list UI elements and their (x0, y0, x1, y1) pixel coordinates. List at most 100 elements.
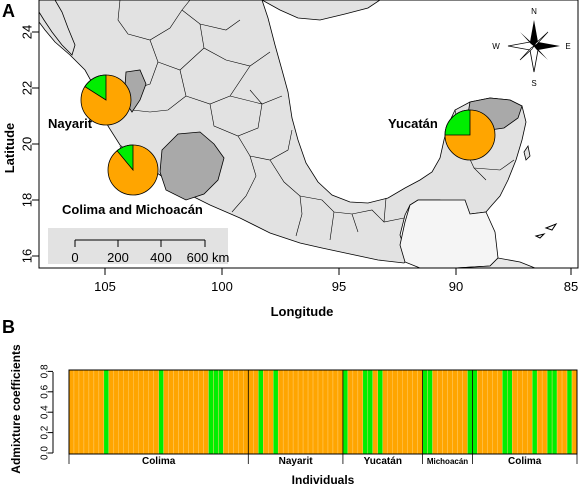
individual-bar (397, 369, 403, 455)
individual-bar (203, 369, 209, 455)
individual-bar (282, 369, 289, 455)
individual-bar (467, 369, 473, 455)
individual-bar (163, 369, 169, 455)
individual-bar (357, 369, 364, 455)
scale-tick-600: 600 km (187, 250, 230, 265)
x-tick-label: 100 (211, 279, 233, 294)
individual-bar (531, 369, 538, 455)
individual-bar (541, 369, 548, 455)
individual-bar (307, 369, 314, 455)
individual-bar (507, 369, 513, 455)
x-tick-label: 90 (449, 279, 463, 294)
group-label: Yucatán (364, 456, 402, 467)
individual-bar (322, 369, 329, 455)
individual-bar (183, 369, 189, 455)
individual-bar (472, 369, 478, 455)
x-tick-label: 85 (564, 279, 578, 294)
individual-bar (297, 369, 304, 455)
individual-bar (258, 369, 264, 455)
group-label: Colima (142, 456, 176, 467)
caribbean-islands (534, 222, 558, 239)
individual-bar (253, 369, 259, 455)
individual-bar (442, 369, 448, 455)
individual-bar (457, 369, 463, 455)
individual-bar (103, 369, 110, 455)
individual-bar (512, 369, 518, 455)
individual-bar (218, 369, 224, 455)
individual-bar (517, 369, 523, 455)
compass-n: N (531, 7, 537, 16)
individual-bar (153, 369, 159, 455)
individual-bar (228, 369, 234, 455)
individual-bar (342, 369, 349, 455)
individual-bar (502, 369, 508, 455)
panel-a-label: A (2, 1, 15, 21)
individual-bar (327, 369, 334, 455)
compass-w: W (492, 42, 500, 51)
individual-bar (118, 369, 124, 455)
y-tick-label: 22 (19, 81, 34, 95)
individual-bar (188, 369, 194, 455)
admixture-axis-title: Admixture coefficients (9, 344, 23, 474)
pie-charts (80, 74, 496, 196)
individual-bar (312, 369, 319, 455)
pie-yucat-n (444, 109, 496, 161)
individual-bar (138, 369, 144, 455)
y-axis-title: Latitude (2, 123, 17, 174)
individual-bar (492, 369, 498, 455)
individual-bar (292, 369, 299, 455)
individual-bar (208, 369, 214, 455)
individual-bar (387, 369, 393, 455)
individual-bar (178, 369, 184, 455)
individual-bar (566, 369, 573, 455)
individual-bar (68, 369, 75, 455)
site-label-colima-michoacan: Colima and Michoacán (62, 202, 203, 217)
y-tick-label: 24 (19, 25, 34, 39)
individual-bar (128, 369, 134, 455)
panel-a: A (2, 0, 579, 319)
group-label: Nayarit (279, 456, 314, 467)
central-america (454, 257, 536, 268)
x-tick-label: 95 (332, 279, 346, 294)
individual-bar (362, 369, 369, 455)
pie-nayarit (80, 74, 132, 126)
scale-tick-200: 200 (107, 250, 129, 265)
individual-bar (143, 369, 149, 455)
individual-bar (392, 369, 398, 455)
admixture-y-axis: 0.0 0.2 0.4 0.6 0.8 (40, 364, 54, 460)
site-label-yucatan: Yucatán (388, 116, 438, 131)
usa-land (261, 0, 381, 21)
individual-bar (268, 369, 274, 455)
guatemala (399, 199, 499, 268)
individual-bar (402, 369, 408, 455)
individual-bar (477, 369, 483, 455)
individual-bar (148, 369, 154, 455)
map: Nayarit Colima and Michoacán Yucatán 0 2… (39, 0, 578, 268)
individual-bar (198, 369, 204, 455)
colima-michoacan-state (159, 131, 225, 201)
individual-bar (497, 369, 503, 455)
individual-bar (482, 369, 488, 455)
individual-bar (367, 369, 374, 455)
individual-bar (223, 369, 229, 455)
individual-bar (317, 369, 324, 455)
pie-slice-minor (444, 109, 471, 136)
admixture-tick-label: 0.4 (40, 405, 51, 419)
group-labels: Colima Nayarit Yucatán Michoacán Colima (68, 370, 578, 467)
pie-slice-minor (116, 144, 134, 172)
individual-bar (238, 369, 244, 455)
group-label: Colima (508, 456, 542, 467)
individual-bar (352, 369, 359, 455)
pie-colima-and-michoac-n (107, 144, 159, 196)
individual-bar (422, 369, 428, 455)
admixture-tick-label: 0.2 (40, 425, 51, 439)
compass-rose-icon: N S E W (492, 7, 570, 88)
individual-bar (83, 369, 90, 455)
admixture-tick-label: 0.6 (40, 384, 51, 398)
individual-bar (263, 369, 269, 455)
individual-bar (372, 369, 378, 455)
individual-bar (526, 369, 533, 455)
individual-bar (233, 369, 239, 455)
individual-bar (347, 369, 354, 455)
compass-e: E (565, 42, 570, 51)
